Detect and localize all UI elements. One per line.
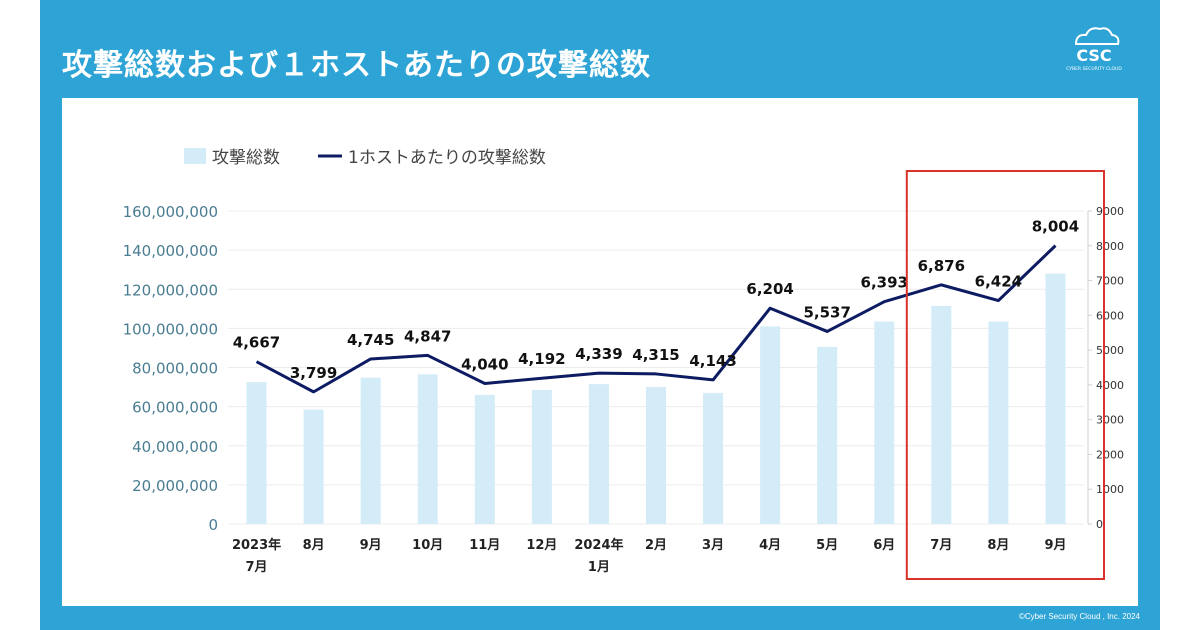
x-axis-tick-label: 4月 — [759, 538, 781, 553]
data-label: 4,315 — [632, 346, 679, 364]
right-axis-tick-label: 5000 — [1096, 344, 1124, 357]
x-axis-tick-label: 5月 — [816, 538, 838, 553]
csc-logo: CSC CYBER SECURITY CLOUD — [1066, 27, 1122, 72]
right-axis-tick-label: 9000 — [1096, 205, 1124, 218]
logo-subtext: CYBER SECURITY CLOUD — [1066, 66, 1122, 72]
right-axis-tick-label: 8000 — [1096, 240, 1124, 253]
bar — [646, 387, 666, 524]
left-axis-tick-label: 120,000,000 — [123, 281, 218, 299]
right-axis-tick-label: 4000 — [1096, 379, 1124, 392]
x-axis-tick-label: 2月 — [645, 538, 667, 553]
chart-panel: 0 20,000,000 40,000,000 60,000,000 80,000,00… — [62, 98, 1138, 606]
cloud-icon — [1074, 27, 1120, 45]
x-axis-tick-label: 12月 — [526, 538, 557, 553]
left-axis-tick-label: 40,000,000 — [132, 438, 218, 456]
data-label: 6,424 — [975, 273, 1022, 291]
bar — [531, 389, 552, 524]
left-axis-tick-label: 0 — [208, 516, 218, 534]
legend-bar-swatch — [184, 148, 206, 164]
bar — [988, 321, 1009, 524]
x-axis-tick-label: 3月 — [702, 538, 724, 553]
left-axis-tick-label: 140,000,000 — [123, 242, 218, 260]
highlight-box — [905, 170, 1105, 580]
x-axis-tick-label: 6月 — [873, 538, 895, 553]
x-axis-tick-label: 9月 — [1044, 538, 1066, 553]
data-label: 5,537 — [803, 303, 850, 321]
left-axis-tick-label: 20,000,000 — [132, 477, 218, 495]
combo-chart: 0 20,000,000 40,000,000 60,000,000 80,000,00… — [123, 148, 1124, 580]
right-axis-tick-label: 1000 — [1096, 483, 1124, 496]
bar — [874, 321, 895, 524]
left-axis-tick-label: 160,000,000 — [123, 203, 218, 221]
legend-bar-label: 攻撃総数 — [212, 148, 280, 168]
x-axis-tick-label: 2024年 — [574, 537, 623, 553]
logo-text: CSC — [1076, 46, 1111, 65]
data-label: 6,393 — [861, 274, 908, 292]
data-label: 4,339 — [575, 345, 622, 363]
bar — [703, 392, 724, 524]
x-axis-tick-label: 1月 — [588, 560, 610, 575]
bar — [417, 374, 438, 524]
bar — [817, 346, 838, 524]
left-axis-tick-label: 100,000,000 — [123, 320, 218, 338]
data-label: 6,204 — [746, 280, 793, 298]
x-axis-tick-label: 7月 — [930, 538, 952, 553]
x-axis-tick-label: 8月 — [303, 538, 325, 553]
right-axis-tick-label: 0 — [1096, 518, 1103, 531]
bar — [474, 394, 495, 524]
right-axis-tick-label: 3000 — [1096, 414, 1124, 427]
x-axis-tick-label: 9月 — [360, 538, 382, 553]
left-axis-tick-label: 80,000,000 — [132, 360, 218, 378]
bar — [303, 409, 324, 524]
bar — [588, 384, 609, 524]
x-axis-tick-label: 10月 — [412, 538, 443, 553]
right-axis-tick-label: 7000 — [1096, 275, 1124, 288]
x-axis-tick-label: 8月 — [987, 538, 1009, 553]
right-axis-tick-label: 2000 — [1096, 448, 1124, 461]
bar — [1045, 273, 1066, 524]
legend-line-label: 1ホストあたりの攻撃総数 — [348, 148, 546, 168]
copyright-text: ©Cyber Security Cloud , Inc. 2024 — [1018, 612, 1140, 621]
bar — [760, 326, 781, 524]
data-label: 4,667 — [233, 334, 280, 352]
bar — [246, 382, 267, 524]
slide-background: 攻撃総数および１ホストあたりの攻撃総数 CSC CYBER SECURITY C… — [40, 0, 1160, 630]
bar — [360, 377, 381, 524]
data-label: 4,040 — [461, 355, 508, 373]
x-axis-tick-label: 2023年 — [232, 537, 281, 553]
data-label: 4,143 — [689, 352, 736, 370]
x-axis-tick-label: 7月 — [246, 560, 268, 575]
data-label: 4,847 — [404, 327, 451, 345]
left-axis-tick-label: 60,000,000 — [132, 399, 218, 417]
bar — [931, 305, 952, 524]
series-line — [255, 244, 1057, 394]
data-label: 3,799 — [290, 364, 337, 382]
data-label: 8,004 — [1032, 218, 1079, 236]
data-label: 4,192 — [518, 350, 565, 368]
right-axis-tick-label: 6000 — [1096, 309, 1124, 322]
data-label: 6,876 — [918, 257, 965, 275]
slide-title: 攻撃総数および１ホストあたりの攻撃総数 — [62, 48, 651, 83]
x-axis-tick-label: 11月 — [469, 538, 500, 553]
data-label: 4,745 — [347, 331, 394, 349]
